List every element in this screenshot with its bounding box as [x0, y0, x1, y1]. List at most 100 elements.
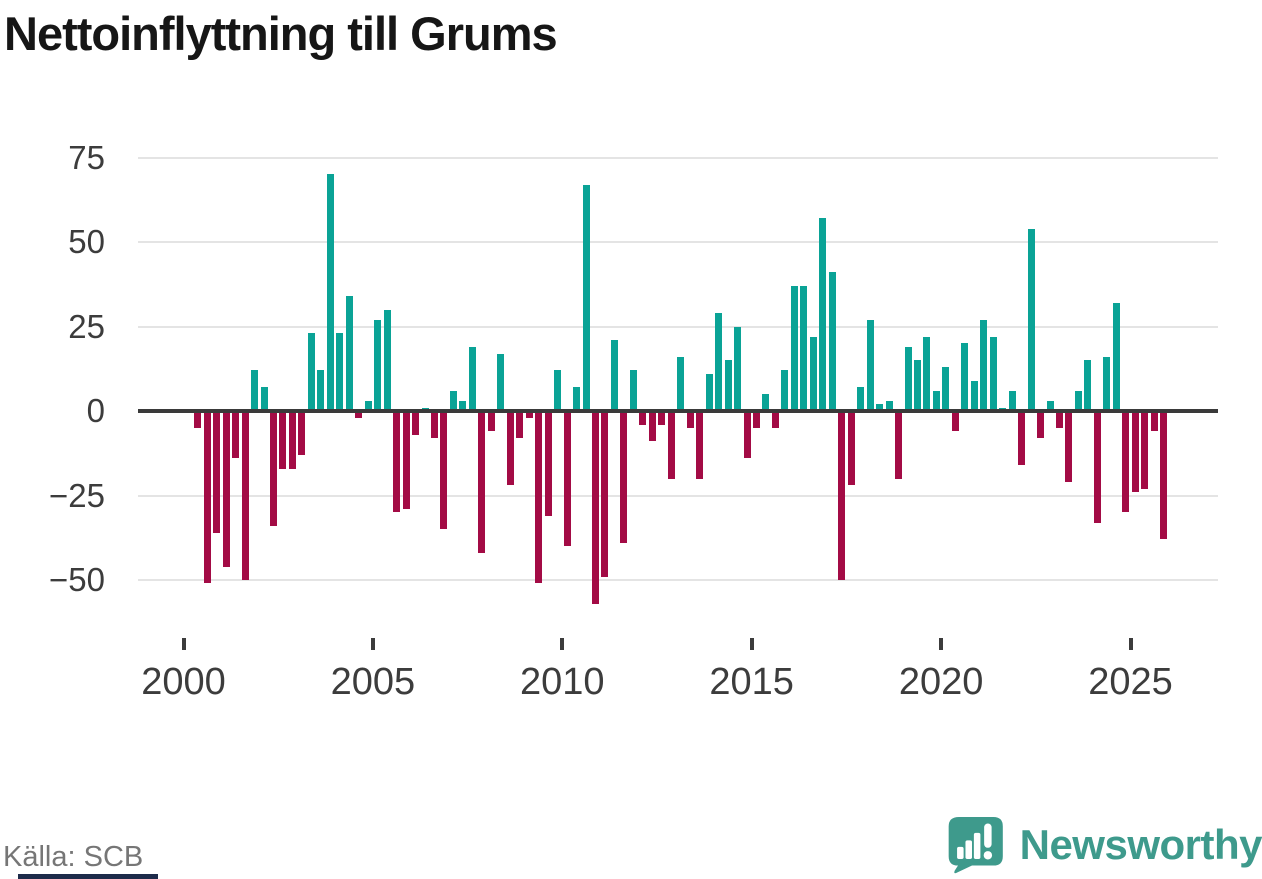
- bar-2007-Q1: [449, 390, 457, 411]
- bar-2000-Q4: [213, 411, 221, 533]
- x-axis-tick-label: 2015: [709, 661, 794, 703]
- x-axis-tick-label: 2000: [141, 661, 226, 703]
- bar-2022-Q4: [1046, 400, 1054, 411]
- bar-2021-Q4: [1008, 390, 1016, 411]
- bar-2020-Q3: [961, 343, 969, 411]
- x-axis-tick-label: 2025: [1088, 661, 1173, 703]
- bar-2018-Q4: [895, 411, 902, 479]
- bar-2008-Q3: [506, 411, 514, 486]
- bar-2025-Q2: [1141, 411, 1149, 489]
- gridline: [138, 325, 1218, 328]
- bar-2023-Q2: [1065, 411, 1073, 482]
- chart-title: Nettoinflyttning till Grums: [4, 7, 558, 60]
- x-axis-tick: [370, 638, 375, 650]
- bar-2014-Q2: [724, 360, 732, 411]
- bar-2003-Q2: [307, 333, 315, 411]
- bar-2022-Q2: [1027, 228, 1035, 411]
- bar-2006-Q4: [440, 411, 448, 530]
- bar-2009-Q2: [535, 411, 543, 584]
- bar-2005-Q3: [393, 411, 401, 513]
- bar-2002-Q1: [260, 387, 268, 411]
- gridline: [138, 241, 1218, 243]
- bar-2006-Q1: [412, 411, 419, 435]
- x-axis-tick-label: 2020: [898, 661, 984, 703]
- bar-2014-Q3: [734, 326, 741, 411]
- bar-2007-Q2: [459, 400, 467, 411]
- speech-bubble-bar-chart-icon: [948, 816, 1003, 874]
- bar-2015-Q1: [752, 411, 760, 428]
- source-note: Källa: SCB: [3, 841, 144, 873]
- bar-2017-Q3: [847, 411, 855, 486]
- bar-2019-Q4: [932, 390, 940, 411]
- bar-2003-Q4: [326, 174, 334, 411]
- x-axis-tick: [560, 638, 565, 650]
- bar-2015-Q2: [762, 394, 770, 411]
- bar-2001-Q1: [222, 411, 230, 567]
- bar-2008-Q2: [497, 353, 505, 411]
- bar-2023-Q4: [1084, 360, 1092, 411]
- bar-2009-Q1: [525, 411, 533, 418]
- bar-2003-Q3: [317, 370, 325, 411]
- bar-2015-Q3: [771, 411, 779, 428]
- brand-navy-strip: [18, 874, 158, 879]
- bar-2005-Q1: [374, 319, 382, 411]
- bar-2002-Q3: [279, 411, 287, 469]
- y-axis-tick-label: 25: [68, 307, 105, 345]
- bar-2022-Q1: [1018, 411, 1026, 466]
- bar-2019-Q1: [904, 346, 912, 411]
- bar-2010-Q1: [563, 411, 571, 547]
- bar-2013-Q3: [696, 411, 704, 479]
- bar-2019-Q2: [913, 360, 921, 411]
- bar-2001-Q4: [251, 370, 258, 411]
- bar-2000-Q3: [203, 411, 211, 584]
- bar-2010-Q4: [591, 411, 599, 604]
- bar-2002-Q4: [288, 411, 296, 469]
- bar-2004-Q1: [336, 333, 344, 411]
- bar-2013-Q4: [705, 373, 713, 411]
- bar-2011-Q3: [620, 411, 628, 543]
- x-axis-tick: [181, 638, 186, 650]
- bar-2021-Q2: [989, 336, 997, 411]
- bar-2004-Q3: [355, 411, 363, 418]
- bar-2012-Q3: [658, 411, 666, 425]
- bar-2016-Q2: [800, 285, 808, 411]
- bar-2015-Q4: [781, 370, 789, 411]
- bar-2011-Q4: [629, 370, 637, 411]
- bar-2005-Q4: [402, 411, 410, 509]
- bar-2017-Q4: [857, 387, 865, 411]
- bar-2004-Q4: [364, 400, 372, 411]
- bar-2024-Q4: [1122, 411, 1130, 513]
- bar-2001-Q2: [232, 411, 240, 459]
- bar-2023-Q1: [1056, 411, 1063, 428]
- bar-2007-Q3: [468, 346, 476, 411]
- bar-2006-Q3: [431, 411, 438, 438]
- bar-2013-Q1: [677, 356, 685, 411]
- bar-2018-Q3: [885, 400, 893, 411]
- bar-2020-Q2: [951, 411, 959, 432]
- bar-2009-Q4: [554, 370, 562, 411]
- bar-2022-Q3: [1037, 411, 1044, 438]
- bar-2011-Q1: [601, 411, 609, 577]
- bar-2017-Q1: [828, 272, 836, 411]
- bar-2014-Q4: [743, 411, 751, 459]
- bar-2008-Q4: [516, 411, 524, 438]
- x-axis-tick: [939, 638, 944, 650]
- gridline: [138, 579, 1218, 581]
- bar-2018-Q2: [876, 404, 883, 411]
- bar-2010-Q2: [573, 387, 580, 411]
- bar-2012-Q2: [648, 411, 656, 442]
- bar-2013-Q2: [686, 411, 694, 428]
- bar-2001-Q3: [241, 411, 249, 580]
- zero-axis-line: [138, 409, 1218, 413]
- bar-2017-Q2: [838, 411, 846, 580]
- bar-2025-Q1: [1131, 411, 1139, 493]
- bar-2018-Q1: [866, 319, 874, 411]
- bar-2008-Q1: [487, 411, 495, 432]
- bar-2020-Q4: [970, 380, 978, 411]
- bar-2011-Q2: [610, 340, 618, 411]
- bar-2020-Q1: [942, 367, 950, 411]
- x-axis-tick-label: 2010: [520, 661, 605, 703]
- gridline: [138, 156, 1218, 159]
- gridline: [138, 494, 1218, 497]
- y-axis-tick-label: −25: [49, 476, 105, 514]
